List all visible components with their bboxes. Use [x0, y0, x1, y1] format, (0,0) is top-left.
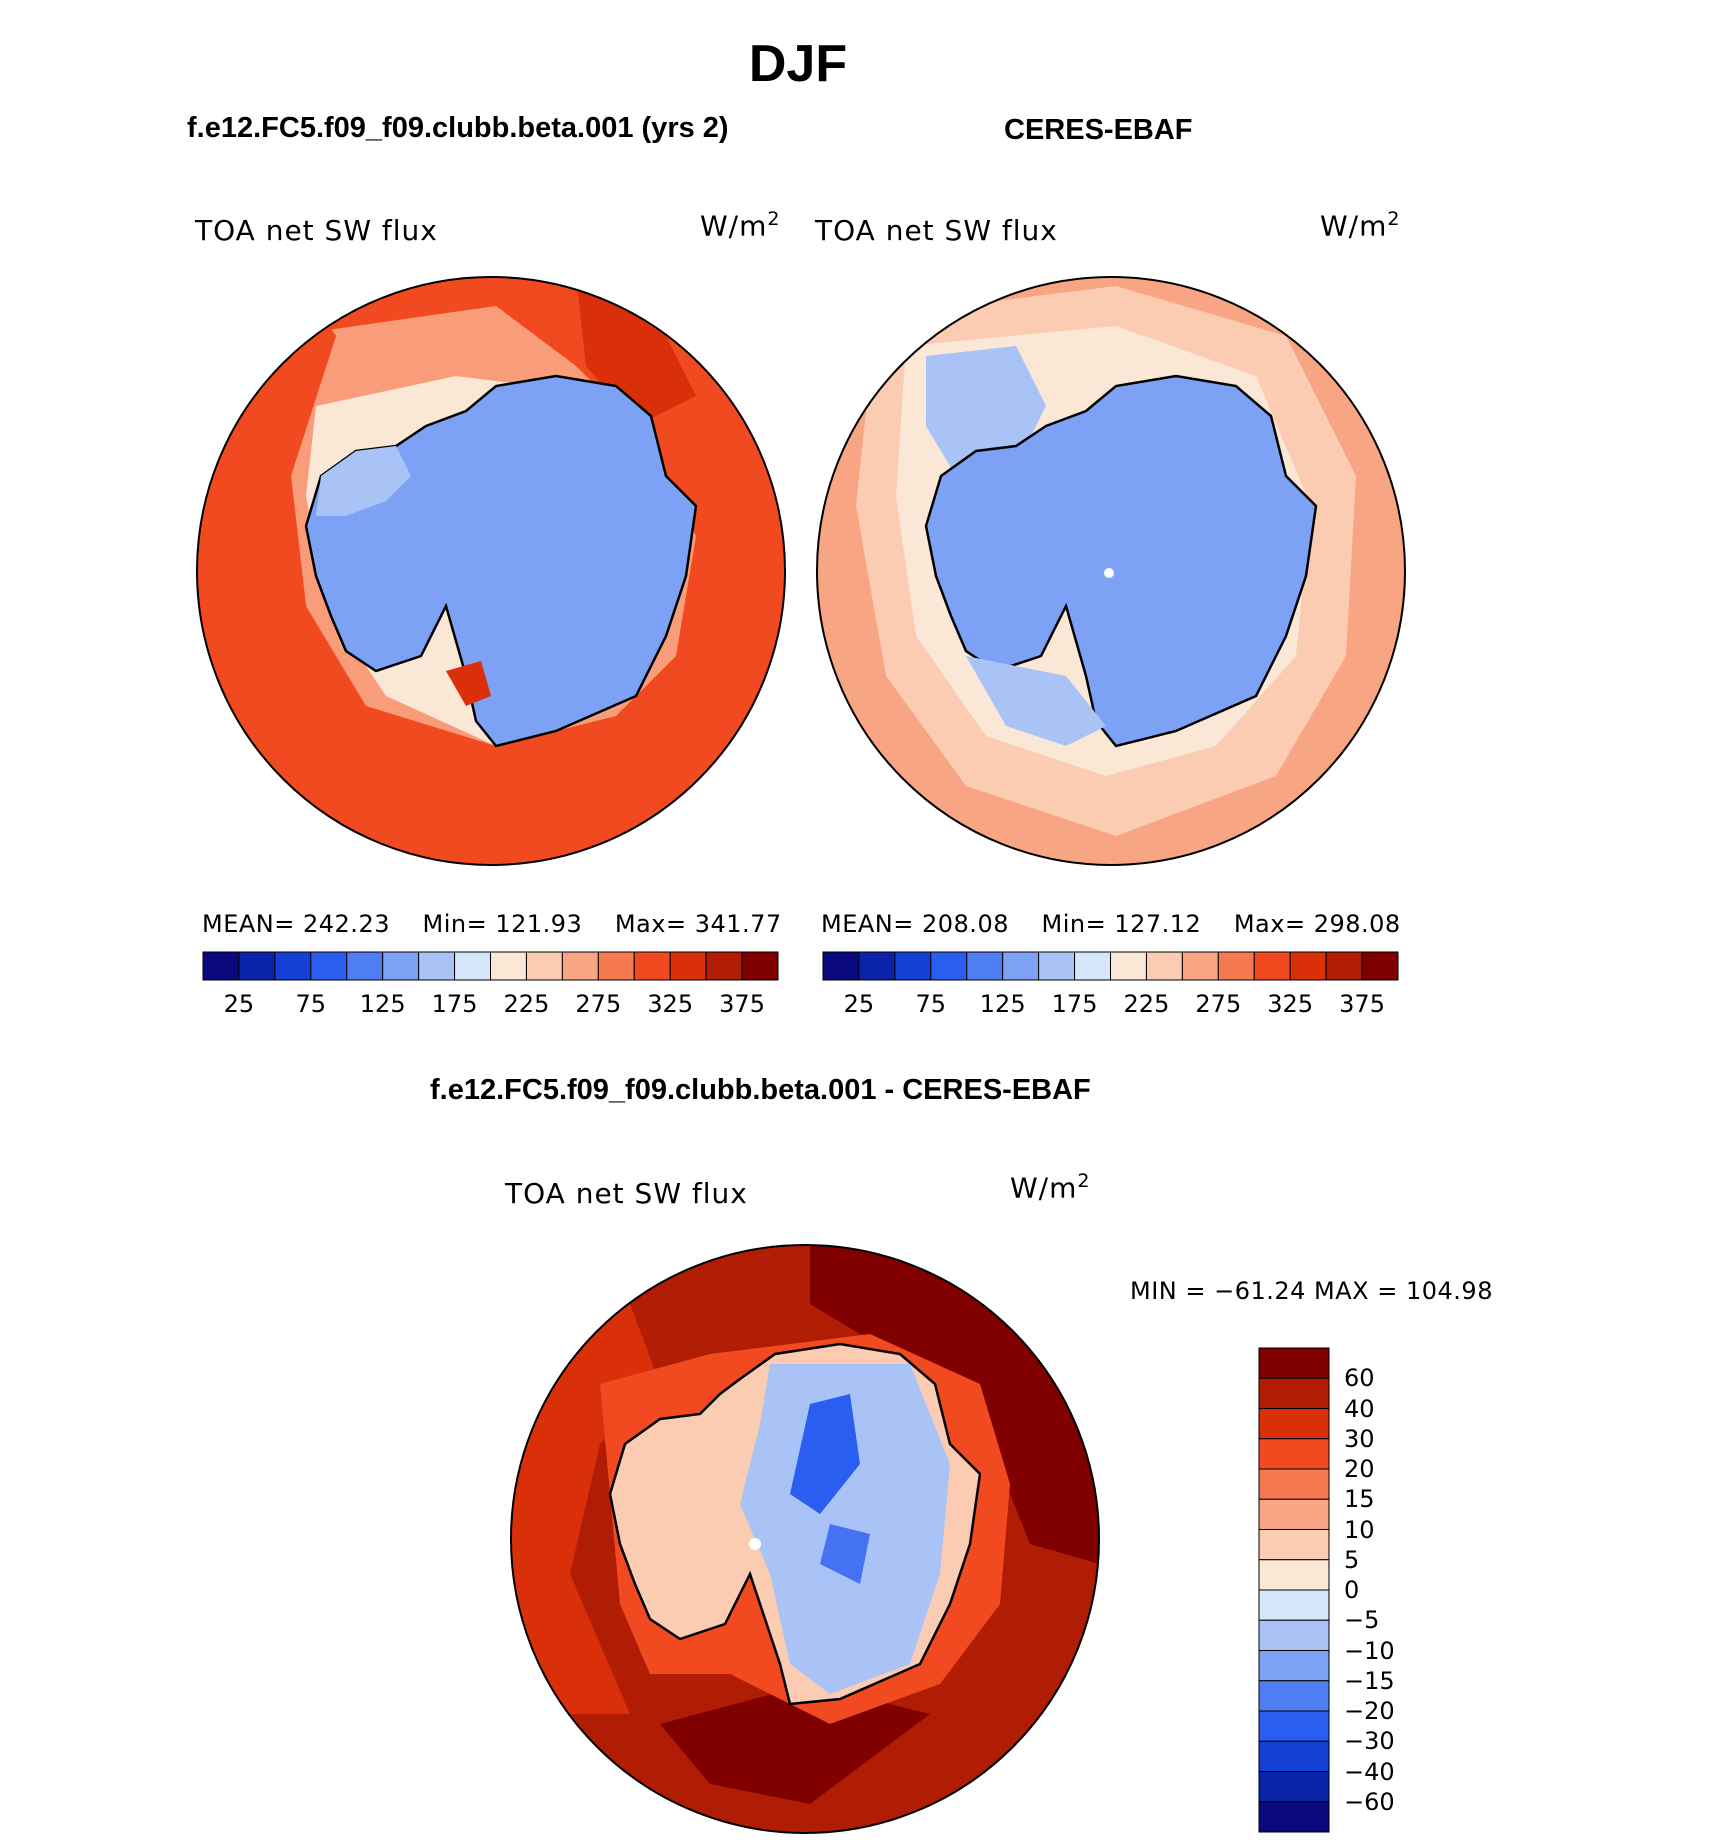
obs-units-label: W/m2 — [1320, 208, 1401, 243]
colorbar-swatch — [1002, 951, 1040, 981]
colorbar-tick-label: 0 — [1344, 1576, 1360, 1604]
diff-units-label: W/m2 — [1010, 1170, 1091, 1205]
colorbar-swatch — [1258, 1408, 1330, 1440]
colorbar-tick-label: 5 — [1344, 1545, 1360, 1574]
colorbar-swatch — [1258, 1740, 1330, 1772]
colorbar-swatch — [346, 951, 384, 981]
colorbar-swatch — [1258, 1347, 1330, 1379]
colorbar-swatch — [1258, 1468, 1330, 1500]
colorbar-tick-label: −5 — [1344, 1606, 1380, 1635]
colorbar-swatch — [1217, 951, 1255, 981]
colorbar-tick-label: 125 — [359, 990, 406, 1018]
model-variable-label: TOA net SW flux — [195, 214, 438, 247]
colorbar-tick-label: −30 — [1344, 1727, 1395, 1756]
colorbar-tick-label: −60 — [1344, 1787, 1395, 1816]
colorbar-swatch — [1253, 951, 1291, 981]
colorbar-swatch — [597, 951, 635, 981]
page-title: DJF — [748, 35, 848, 93]
colorbar-tick-label: −15 — [1344, 1666, 1395, 1695]
colorbar-swatch — [561, 951, 599, 981]
colorbar-swatch — [858, 951, 896, 981]
colorbar-swatch — [1258, 1559, 1330, 1591]
colorbar-swatch — [1258, 1529, 1330, 1561]
obs-antarctica — [924, 374, 1318, 748]
colorbar-swatch — [1258, 1619, 1330, 1651]
colorbar-tick-label: 125 — [979, 990, 1026, 1018]
colorbar-swatch — [274, 951, 312, 981]
diff-map — [510, 1244, 1100, 1834]
obs-variable-label: TOA net SW flux — [815, 214, 1058, 247]
model-panel-heading: f.e12.FC5.f09_f09.clubb.beta.001 (yrs 2) — [187, 112, 729, 144]
colorbar-swatch — [822, 951, 860, 981]
model-stats: MEAN= 242.23 Min= 121.93 Max= 341.77 — [202, 910, 782, 938]
colorbar-swatch — [1110, 951, 1147, 981]
colorbar-swatch — [1258, 1498, 1330, 1530]
colorbar-swatch — [741, 951, 779, 981]
colorbar-swatch — [1361, 951, 1399, 981]
colorbar-swatch — [382, 951, 420, 981]
colorbar-tick-label: 175 — [431, 990, 478, 1018]
colorbar-swatch — [894, 951, 932, 981]
colorbar-swatch — [238, 951, 276, 981]
obs-map — [816, 276, 1406, 866]
obs-stats: MEAN= 208.08 Min= 127.12 Max= 298.08 — [821, 910, 1401, 938]
colorbar-tick-label: 20 — [1344, 1455, 1375, 1483]
obs-panel-heading: CERES-EBAF — [1004, 114, 1193, 146]
obs-colorbar — [822, 951, 1399, 981]
colorbar-tick-label: −10 — [1344, 1636, 1395, 1665]
colorbar-swatch — [1258, 1589, 1330, 1621]
colorbar-tick-label: 30 — [1344, 1424, 1375, 1453]
model-units-label: W/m2 — [700, 208, 781, 243]
colorbar-swatch — [930, 951, 968, 981]
colorbar-tick-label: 10 — [1344, 1515, 1375, 1544]
colorbar-swatch — [1181, 951, 1219, 981]
colorbar-swatch — [1258, 1710, 1330, 1742]
model-colorbar — [202, 951, 779, 981]
diff-panel-heading: f.e12.FC5.f09_f09.clubb.beta.001 - CERES… — [430, 1074, 1091, 1106]
colorbar-swatch — [633, 951, 671, 981]
colorbar-swatch — [1038, 951, 1076, 981]
colorbar-tick-label: 25 — [223, 990, 255, 1018]
colorbar-tick-label: 60 — [1344, 1364, 1375, 1393]
colorbar-tick-label: 25 — [843, 990, 875, 1018]
colorbar-swatch — [525, 951, 563, 981]
diff-minmax: MIN = −61.24 MAX = 104.98 — [1130, 1277, 1493, 1305]
colorbar-tick-label: 375 — [1339, 990, 1385, 1018]
colorbar-swatch — [1074, 951, 1111, 981]
colorbar-tick-label: 75 — [915, 990, 947, 1018]
colorbar-tick-label: 225 — [503, 990, 550, 1018]
colorbar-swatch — [705, 951, 743, 981]
colorbar-tick-label: 325 — [1267, 990, 1314, 1018]
colorbar-swatch — [1145, 951, 1183, 981]
colorbar-swatch — [966, 951, 1004, 981]
colorbar-tick-label: 40 — [1344, 1394, 1375, 1423]
colorbar-swatch — [490, 951, 527, 981]
colorbar-swatch — [202, 951, 240, 981]
colorbar-tick-label: 325 — [647, 990, 694, 1018]
colorbar-tick-label: −20 — [1344, 1697, 1395, 1725]
colorbar-swatch — [1258, 1650, 1330, 1682]
model-map — [196, 276, 786, 866]
colorbar-tick-label: 175 — [1051, 990, 1098, 1018]
colorbar-swatch — [669, 951, 707, 981]
colorbar-tick-label: 225 — [1123, 990, 1170, 1018]
colorbar-swatch — [1289, 951, 1327, 981]
colorbar-swatch — [1258, 1801, 1330, 1833]
colorbar-swatch — [1258, 1377, 1330, 1409]
colorbar-swatch — [1258, 1680, 1330, 1712]
colorbar-tick-label: 275 — [1195, 990, 1242, 1018]
colorbar-tick-label: 275 — [575, 990, 622, 1018]
colorbar-swatch — [454, 951, 491, 981]
colorbar-swatch — [1325, 951, 1363, 981]
colorbar-tick-label: −40 — [1344, 1757, 1395, 1786]
colorbar-tick-label: 375 — [719, 990, 765, 1018]
colorbar-tick-label: 75 — [295, 990, 327, 1018]
diff-variable-label: TOA net SW flux — [505, 1177, 748, 1210]
colorbar-tick-label: 15 — [1344, 1485, 1375, 1514]
colorbar-swatch — [418, 951, 456, 981]
colorbar-swatch — [1258, 1438, 1330, 1470]
colorbar-swatch — [1258, 1771, 1330, 1803]
colorbar-swatch — [310, 951, 348, 981]
diff-colorbar — [1258, 1347, 1330, 1833]
